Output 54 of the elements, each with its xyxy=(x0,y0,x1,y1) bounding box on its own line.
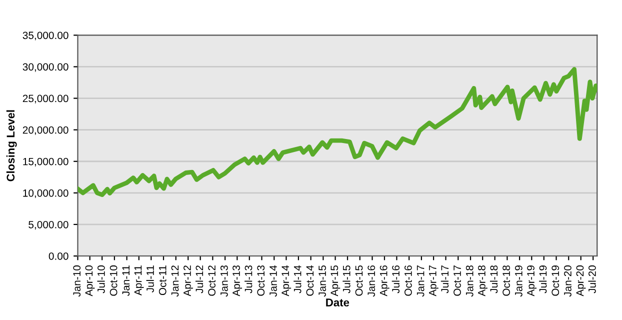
x-tick-label: Jul-20 xyxy=(588,265,596,294)
x-tick-label: Jan-14 xyxy=(270,265,277,297)
x-tick-label: Apr-12 xyxy=(184,266,193,296)
x-tick-label: Oct-16 xyxy=(404,265,412,296)
x-tick-label: Jan-15 xyxy=(318,265,326,297)
y-axis-title: Closing Level xyxy=(6,110,17,182)
y-tick-label: 30,000.00 xyxy=(22,63,68,72)
x-tick-label: Jul-16 xyxy=(392,265,400,294)
x-tick-label: Oct-19 xyxy=(552,266,560,296)
x-tick-label: Jan-19 xyxy=(514,266,522,297)
x-tick-label: Jul-15 xyxy=(342,265,350,294)
y-tick-label: 15,000.00 xyxy=(23,158,68,166)
x-tick-label: Apr-18 xyxy=(478,265,488,296)
x-tick-label: Jan-12 xyxy=(171,266,179,297)
x-tick-label: Apr-19 xyxy=(527,266,537,296)
y-tick-label: 10,000.00 xyxy=(23,189,68,198)
x-tick-label: Jan-13 xyxy=(220,265,228,297)
y-tick-label: 20,000.00 xyxy=(22,126,68,135)
y-tick-label: 25,000.00 xyxy=(22,94,68,104)
x-tick-label: Oct-18 xyxy=(502,265,510,296)
x-tick-label: Oct-10 xyxy=(110,265,118,296)
x-tick-label: Jul-10 xyxy=(97,265,105,294)
x-tick-label: Oct-13 xyxy=(257,265,265,296)
x-tick-label: Jul-13 xyxy=(244,265,252,294)
x-tick-label: Jul-14 xyxy=(294,265,302,294)
x-tick-label: Oct-12 xyxy=(208,266,216,296)
line-series xyxy=(78,67,598,198)
x-tick-label: Oct-14 xyxy=(306,265,314,296)
x-tick-label: Jul-17 xyxy=(440,266,449,294)
x-tick-label: Oct-11 xyxy=(158,266,166,296)
x-tick-label: Jan-20 xyxy=(564,265,572,297)
x-tick-label: Apr-14 xyxy=(282,265,292,296)
x-tick-label: Apr-15 xyxy=(330,265,340,296)
x-tick-label: Apr-17 xyxy=(429,266,438,296)
x-tick-label: Jul-19 xyxy=(539,266,547,294)
x-tick-label: Apr-20 xyxy=(576,265,586,296)
x-tick-label: Apr-11 xyxy=(134,266,144,296)
x-tick-label: Apr-13 xyxy=(232,265,242,296)
x-tick-label: Jan-11 xyxy=(122,266,130,296)
y-tick-label: 0.00 xyxy=(48,252,68,260)
x-tick-label: Oct-15 xyxy=(355,265,363,296)
x-tick-label: Jul-12 xyxy=(195,266,204,294)
x-tick-label: Jul-11 xyxy=(146,266,154,292)
x-tick-label: Jul-18 xyxy=(490,265,498,294)
y-tick-label: 5,000.00 xyxy=(28,220,68,230)
x-tick-label: Apr-10 xyxy=(85,265,95,296)
x-axis-title: Date xyxy=(326,298,350,306)
x-tick-label: Jan-10 xyxy=(73,265,81,297)
x-tick-label: Jan-16 xyxy=(368,265,376,297)
x-tick-label: Oct-17 xyxy=(454,266,461,296)
x-tick-label: Apr-16 xyxy=(380,265,390,296)
x-tick-label: Jan-18 xyxy=(466,265,474,297)
y-tick-label: 35,000.00 xyxy=(22,32,68,40)
x-tick-label: Jan-17 xyxy=(416,266,424,297)
